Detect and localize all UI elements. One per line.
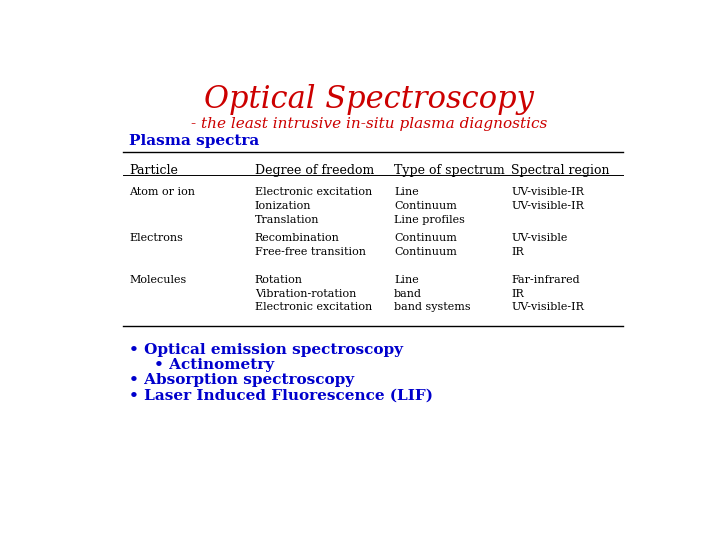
Text: Ionization: Ionization bbox=[255, 201, 311, 211]
Text: Particle: Particle bbox=[129, 164, 178, 177]
Text: Far-infrared: Far-infrared bbox=[511, 275, 580, 285]
Text: Spectral region: Spectral region bbox=[511, 164, 610, 177]
Text: Atom or ion: Atom or ion bbox=[129, 187, 195, 198]
Text: Electronic excitation: Electronic excitation bbox=[255, 302, 372, 312]
Text: UV-visible-IR: UV-visible-IR bbox=[511, 302, 584, 312]
Text: • Absorption spectroscopy: • Absorption spectroscopy bbox=[129, 373, 354, 387]
Text: Plasma spectra: Plasma spectra bbox=[129, 134, 259, 148]
Text: IR: IR bbox=[511, 288, 524, 299]
Text: Electronic excitation: Electronic excitation bbox=[255, 187, 372, 198]
Text: band: band bbox=[394, 288, 422, 299]
Text: UV-visible: UV-visible bbox=[511, 233, 567, 243]
Text: Type of spectrum: Type of spectrum bbox=[394, 164, 505, 177]
Text: Optical Spectroscopy: Optical Spectroscopy bbox=[204, 84, 534, 114]
Text: • Actinometry: • Actinometry bbox=[154, 358, 274, 372]
Text: Continuum: Continuum bbox=[394, 247, 457, 257]
Text: Free-free transition: Free-free transition bbox=[255, 247, 366, 257]
Text: Degree of freedom: Degree of freedom bbox=[255, 164, 374, 177]
Text: Continuum: Continuum bbox=[394, 201, 457, 211]
Text: Line profiles: Line profiles bbox=[394, 215, 465, 225]
Text: IR: IR bbox=[511, 247, 524, 257]
Text: Molecules: Molecules bbox=[129, 275, 186, 285]
Text: UV-visible-IR: UV-visible-IR bbox=[511, 201, 584, 211]
Text: Translation: Translation bbox=[255, 215, 319, 225]
Text: Continuum: Continuum bbox=[394, 233, 457, 243]
Text: Line: Line bbox=[394, 275, 419, 285]
Text: Vibration-rotation: Vibration-rotation bbox=[255, 288, 356, 299]
Text: band systems: band systems bbox=[394, 302, 471, 312]
Text: Line: Line bbox=[394, 187, 419, 198]
Text: • Laser Induced Fluorescence (LIF): • Laser Induced Fluorescence (LIF) bbox=[129, 388, 433, 402]
Text: - the least intrusive in-situ plasma diagnostics: - the least intrusive in-situ plasma dia… bbox=[191, 117, 547, 131]
Text: Rotation: Rotation bbox=[255, 275, 302, 285]
Text: Electrons: Electrons bbox=[129, 233, 183, 243]
Text: UV-visible-IR: UV-visible-IR bbox=[511, 187, 584, 198]
Text: • Optical emission spectroscopy: • Optical emission spectroscopy bbox=[129, 343, 403, 357]
Text: Recombination: Recombination bbox=[255, 233, 340, 243]
